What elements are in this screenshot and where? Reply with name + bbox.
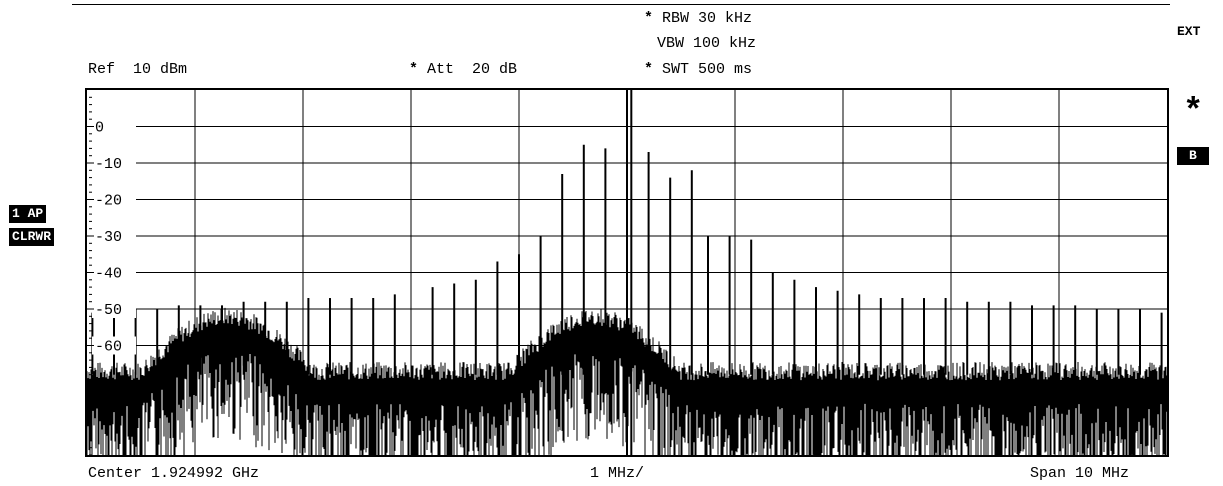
swt-label: * SWT 500 ms <box>644 61 753 78</box>
y-tick-label: -60 <box>95 339 122 356</box>
rbw-label: * RBW 30 kHz <box>644 10 753 27</box>
division-label: 1 MHz/ <box>590 465 645 482</box>
y-tick-label-bg <box>92 336 136 355</box>
y-tick-label-bg <box>92 117 136 136</box>
span-label: Span 10 MHz <box>1030 465 1130 482</box>
vbw-label: VBW 100 kHz <box>657 35 757 52</box>
top-rule <box>72 4 1170 5</box>
y-tick-label-bg <box>92 227 136 245</box>
ref-level-label: Ref 10 dBm <box>88 61 188 78</box>
y-tick-label: -20 <box>95 193 122 210</box>
y-tick-label: 0 <box>95 120 104 137</box>
y-tick-label-bg <box>92 154 136 172</box>
attenuation-label: * Att 20 dB <box>409 61 518 78</box>
y-tick-label: -50 <box>95 302 122 319</box>
y-tick-label-bg <box>92 263 136 282</box>
y-tick-label-bg <box>92 300 136 318</box>
trace <box>86 90 1168 455</box>
side-b-badge: B <box>1177 147 1209 165</box>
trace-badge: 1 AP <box>9 205 47 223</box>
center-frequency-label: Center 1.924992 GHz <box>88 465 260 482</box>
plot-frame <box>85 88 1169 457</box>
y-tick-labels: 0 -10 -20 -30 -40 -50 -60 <box>87 96 136 456</box>
y-tick-label: -40 <box>95 266 122 283</box>
side-star-marker: * <box>1183 94 1204 132</box>
ext-indicator: EXT <box>1177 24 1201 39</box>
trace-mode-badge: CLRWR <box>9 228 55 246</box>
y-tick-label: -30 <box>95 229 122 246</box>
y-tick-label: -10 <box>95 156 122 173</box>
y-tick-label-bg <box>92 190 136 209</box>
